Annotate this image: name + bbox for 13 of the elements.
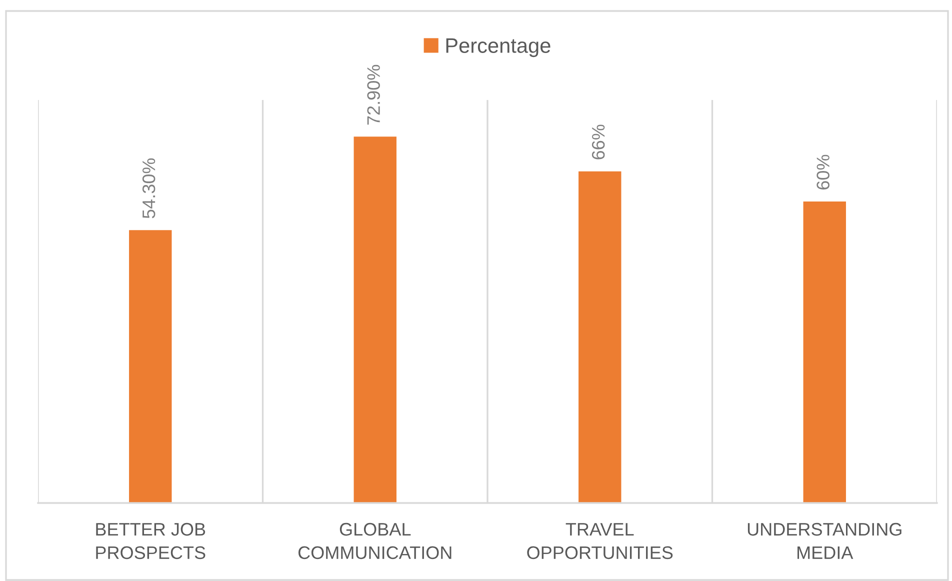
x-tick-label: BETTER JOB PROSPECTS: [96, 522, 206, 560]
bar: [129, 230, 172, 503]
bar: [354, 136, 396, 503]
data-label: 60%: [816, 154, 830, 190]
bar: [803, 201, 846, 503]
x-tick-label: GLOBAL COMMUNICATION: [298, 522, 452, 560]
x-tick-label: UNDERSTANDING MEDIA: [748, 522, 902, 559]
x-tick-label: TRAVEL OPPORTUNITIES: [527, 523, 673, 560]
data-label: 66%: [592, 124, 605, 160]
data-label: 72.90%: [367, 64, 380, 125]
legend-label: Percentage: [446, 38, 550, 58]
bar: [578, 171, 622, 503]
data-label: 54.30%: [142, 158, 156, 218]
